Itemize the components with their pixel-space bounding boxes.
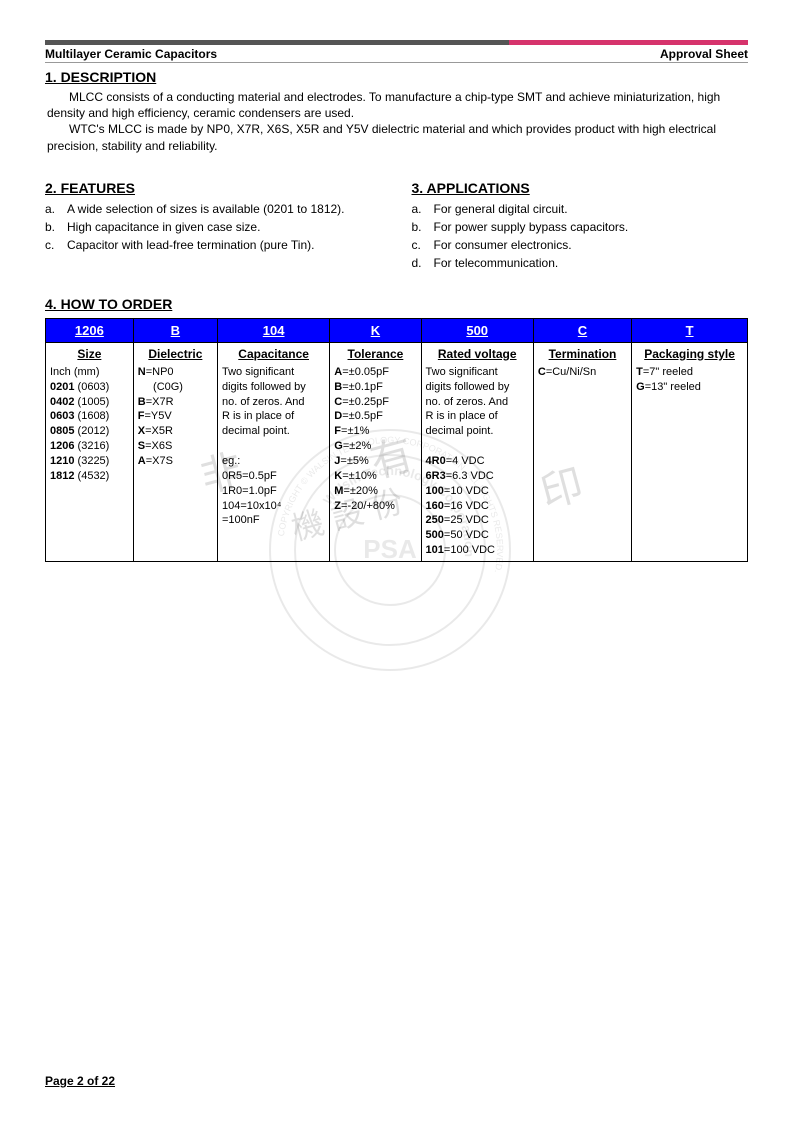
list-item: a.For general digital circuit. (412, 200, 749, 218)
table-cell: Rated voltageTwo significantdigits follo… (421, 342, 533, 561)
table-cell: Packaging styleT=7" reeledG=13" reeled (632, 342, 748, 561)
top-accent-bar (45, 40, 748, 45)
table-header-cell: K (330, 318, 421, 342)
table-cell: ToleranceA=±0.05pFB=±0.1pFC=±0.25pFD=±0.… (330, 342, 421, 561)
list-item: c.For consumer electronics. (412, 236, 749, 254)
list-item: b.High capacitance in given case size. (45, 218, 382, 236)
section-3-title: 3. APPLICATIONS (412, 180, 749, 196)
list-item: a.A wide selection of sizes is available… (45, 200, 382, 218)
list-item: c.Capacitor with lead-free termination (… (45, 236, 382, 254)
list-item: d.For telecommunication. (412, 254, 749, 272)
table-header-row: 1206B104K500CT (46, 318, 748, 342)
section-1-title: 1. DESCRIPTION (45, 69, 748, 85)
header-left: Multilayer Ceramic Capacitors (45, 47, 217, 61)
table-cell: DielectricN=NP0 (C0G)B=X7RF=Y5VX=X5RS=X6… (133, 342, 217, 561)
section-1-p1: MLCC consists of a conducting material a… (47, 89, 748, 121)
table-header-cell: B (133, 318, 217, 342)
table-cell: CapacitanceTwo significantdigits followe… (217, 342, 329, 561)
table-header-cell: 1206 (46, 318, 134, 342)
table-cell: TerminationC=Cu/Ni/Sn (533, 342, 631, 561)
table-header-cell: C (533, 318, 631, 342)
table-header-cell: 500 (421, 318, 533, 342)
page-footer: Page 2 of 22 (45, 1074, 115, 1088)
table-body-row: SizeInch (mm)0201 (0603)0402 (1005)0603 … (46, 342, 748, 561)
header-right: Approval Sheet (660, 47, 748, 61)
list-item: b.For power supply bypass capacitors. (412, 218, 749, 236)
section-1-p2: WTC's MLCC is made by NP0, X7R, X6S, X5R… (47, 121, 748, 153)
section-2-title: 2. FEATURES (45, 180, 382, 196)
section-4-title: 4. HOW TO ORDER (45, 296, 748, 312)
page-header: Multilayer Ceramic Capacitors Approval S… (45, 47, 748, 63)
applications-list: a.For general digital circuit.b.For powe… (412, 200, 749, 272)
order-table: 1206B104K500CT SizeInch (mm)0201 (0603)0… (45, 318, 748, 562)
features-list: a.A wide selection of sizes is available… (45, 200, 382, 254)
table-cell: SizeInch (mm)0201 (0603)0402 (1005)0603 … (46, 342, 134, 561)
table-header-cell: 104 (217, 318, 329, 342)
table-header-cell: T (632, 318, 748, 342)
